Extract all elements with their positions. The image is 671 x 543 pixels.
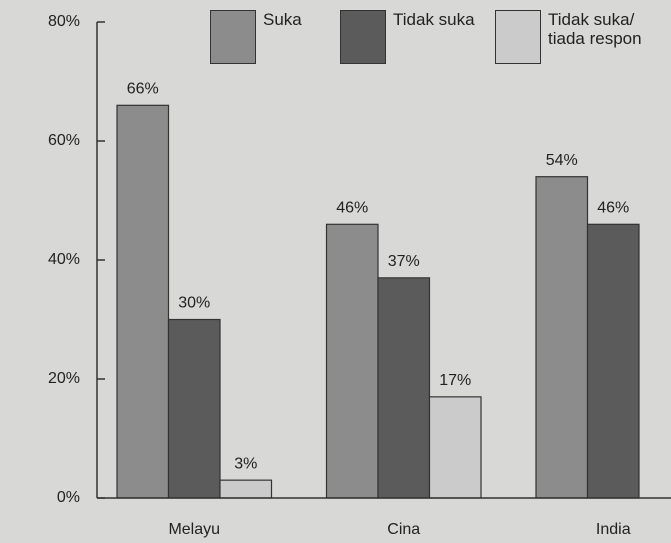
bar — [167, 318, 221, 499]
bar — [377, 277, 431, 499]
y-tick-label: 20% — [48, 370, 80, 387]
legend-label: Tidak suka — [393, 10, 475, 29]
value-label: 3% — [234, 455, 257, 472]
value-label: 37% — [388, 253, 420, 270]
y-tick-label: 60% — [48, 132, 80, 149]
y-tick-label: 80% — [48, 13, 80, 30]
value-label: 46% — [597, 200, 629, 217]
value-label: 54% — [546, 152, 578, 169]
value-label: 17% — [439, 372, 471, 389]
legend-item: Suka — [210, 10, 302, 64]
legend-swatch — [340, 10, 386, 64]
bar — [428, 396, 482, 499]
x-tick-label: India — [596, 521, 631, 538]
bar — [535, 176, 589, 499]
value-label: 46% — [336, 200, 368, 217]
x-tick-label: Cina — [387, 521, 420, 538]
legend-item: Tidak suka/ tiada respon — [495, 10, 658, 64]
x-tick-label: Melayu — [168, 521, 220, 538]
legend-swatch — [495, 10, 541, 64]
value-label: 66% — [127, 81, 159, 98]
value-label: 30% — [178, 295, 210, 312]
bar — [325, 223, 379, 499]
bar — [586, 223, 640, 499]
y-tick-label: 40% — [48, 251, 80, 268]
y-tick-label: 0% — [57, 489, 80, 506]
legend-label: Suka — [263, 10, 302, 29]
bar — [116, 104, 170, 499]
legend-item: Tidak suka — [340, 10, 475, 64]
legend-label: Tidak suka/ tiada respon — [548, 10, 642, 48]
bar — [219, 479, 273, 499]
legend-swatch — [210, 10, 256, 64]
